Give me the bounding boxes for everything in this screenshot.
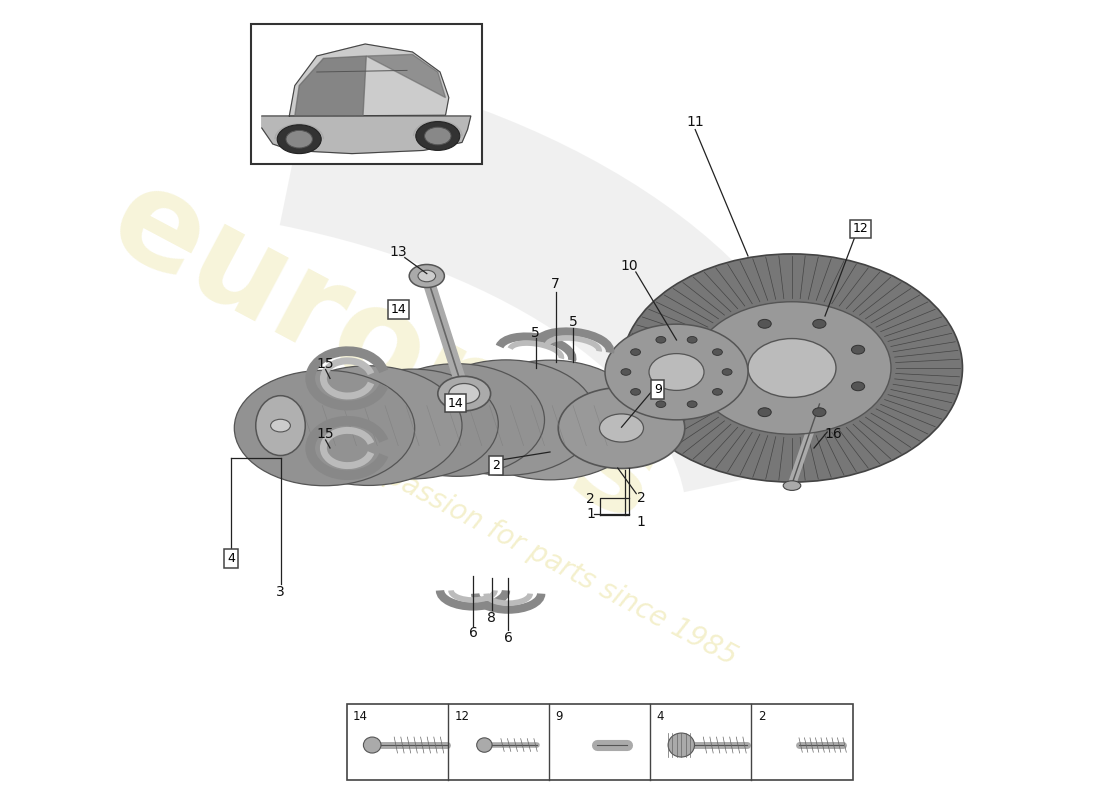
Ellipse shape bbox=[368, 364, 544, 476]
Text: 14: 14 bbox=[390, 303, 406, 316]
Ellipse shape bbox=[605, 324, 748, 420]
Ellipse shape bbox=[748, 338, 836, 398]
Text: 2: 2 bbox=[758, 710, 766, 723]
Ellipse shape bbox=[438, 376, 491, 411]
Text: 16: 16 bbox=[825, 427, 843, 442]
Text: 12: 12 bbox=[852, 222, 868, 235]
Text: 4: 4 bbox=[227, 552, 235, 565]
Text: 1: 1 bbox=[586, 507, 595, 522]
Ellipse shape bbox=[271, 419, 290, 432]
Ellipse shape bbox=[851, 382, 865, 390]
Text: 15: 15 bbox=[317, 426, 334, 441]
Ellipse shape bbox=[234, 370, 415, 486]
Text: 5: 5 bbox=[531, 326, 540, 340]
Text: 12: 12 bbox=[454, 710, 470, 723]
Ellipse shape bbox=[722, 369, 733, 375]
Ellipse shape bbox=[286, 130, 312, 148]
Polygon shape bbox=[366, 54, 446, 98]
Text: 13: 13 bbox=[389, 245, 407, 259]
Ellipse shape bbox=[456, 360, 644, 480]
Ellipse shape bbox=[476, 738, 492, 752]
Ellipse shape bbox=[418, 270, 436, 282]
Ellipse shape bbox=[813, 319, 826, 328]
Text: 6: 6 bbox=[504, 630, 513, 645]
Text: 2: 2 bbox=[492, 459, 500, 472]
Ellipse shape bbox=[719, 346, 733, 354]
Ellipse shape bbox=[668, 733, 694, 757]
Ellipse shape bbox=[327, 369, 498, 479]
Ellipse shape bbox=[630, 349, 640, 355]
Ellipse shape bbox=[758, 319, 771, 328]
Ellipse shape bbox=[649, 354, 704, 390]
Ellipse shape bbox=[363, 737, 381, 753]
FancyBboxPatch shape bbox=[251, 24, 482, 164]
Ellipse shape bbox=[558, 387, 684, 469]
Ellipse shape bbox=[688, 337, 697, 343]
Text: 14: 14 bbox=[448, 397, 463, 410]
Polygon shape bbox=[289, 44, 449, 116]
Text: 2: 2 bbox=[586, 492, 595, 506]
Ellipse shape bbox=[813, 408, 826, 417]
Text: 11: 11 bbox=[686, 114, 704, 129]
Text: 6: 6 bbox=[469, 626, 477, 640]
Ellipse shape bbox=[620, 369, 631, 375]
Ellipse shape bbox=[449, 383, 480, 404]
Ellipse shape bbox=[719, 382, 733, 390]
Text: 9: 9 bbox=[556, 710, 563, 723]
Text: 1: 1 bbox=[637, 514, 646, 529]
Ellipse shape bbox=[277, 125, 321, 154]
Polygon shape bbox=[295, 56, 366, 116]
Ellipse shape bbox=[688, 401, 697, 407]
Text: 7: 7 bbox=[551, 277, 560, 291]
Ellipse shape bbox=[600, 414, 643, 442]
Ellipse shape bbox=[409, 265, 444, 287]
Ellipse shape bbox=[693, 302, 891, 434]
Ellipse shape bbox=[713, 349, 723, 355]
Ellipse shape bbox=[255, 396, 306, 455]
Ellipse shape bbox=[713, 389, 723, 395]
Text: 8: 8 bbox=[487, 610, 496, 625]
Text: 4: 4 bbox=[657, 710, 664, 723]
Ellipse shape bbox=[416, 122, 460, 150]
Polygon shape bbox=[262, 116, 471, 154]
Ellipse shape bbox=[656, 337, 666, 343]
Ellipse shape bbox=[416, 360, 596, 475]
Ellipse shape bbox=[783, 481, 801, 490]
FancyBboxPatch shape bbox=[346, 704, 852, 780]
Text: europes: europes bbox=[89, 154, 681, 550]
Text: 2: 2 bbox=[637, 490, 646, 505]
Ellipse shape bbox=[758, 408, 771, 417]
Ellipse shape bbox=[851, 346, 865, 354]
Text: a passion for parts since 1985: a passion for parts since 1985 bbox=[359, 449, 741, 671]
Text: 3: 3 bbox=[276, 585, 285, 599]
Text: 15: 15 bbox=[317, 357, 334, 371]
Ellipse shape bbox=[425, 127, 451, 145]
Ellipse shape bbox=[630, 389, 640, 395]
Text: 5: 5 bbox=[569, 315, 578, 330]
Text: 14: 14 bbox=[353, 710, 369, 723]
Ellipse shape bbox=[621, 254, 962, 482]
Ellipse shape bbox=[656, 401, 666, 407]
Text: 10: 10 bbox=[620, 258, 638, 273]
Text: 9: 9 bbox=[653, 383, 662, 396]
Ellipse shape bbox=[275, 366, 462, 486]
